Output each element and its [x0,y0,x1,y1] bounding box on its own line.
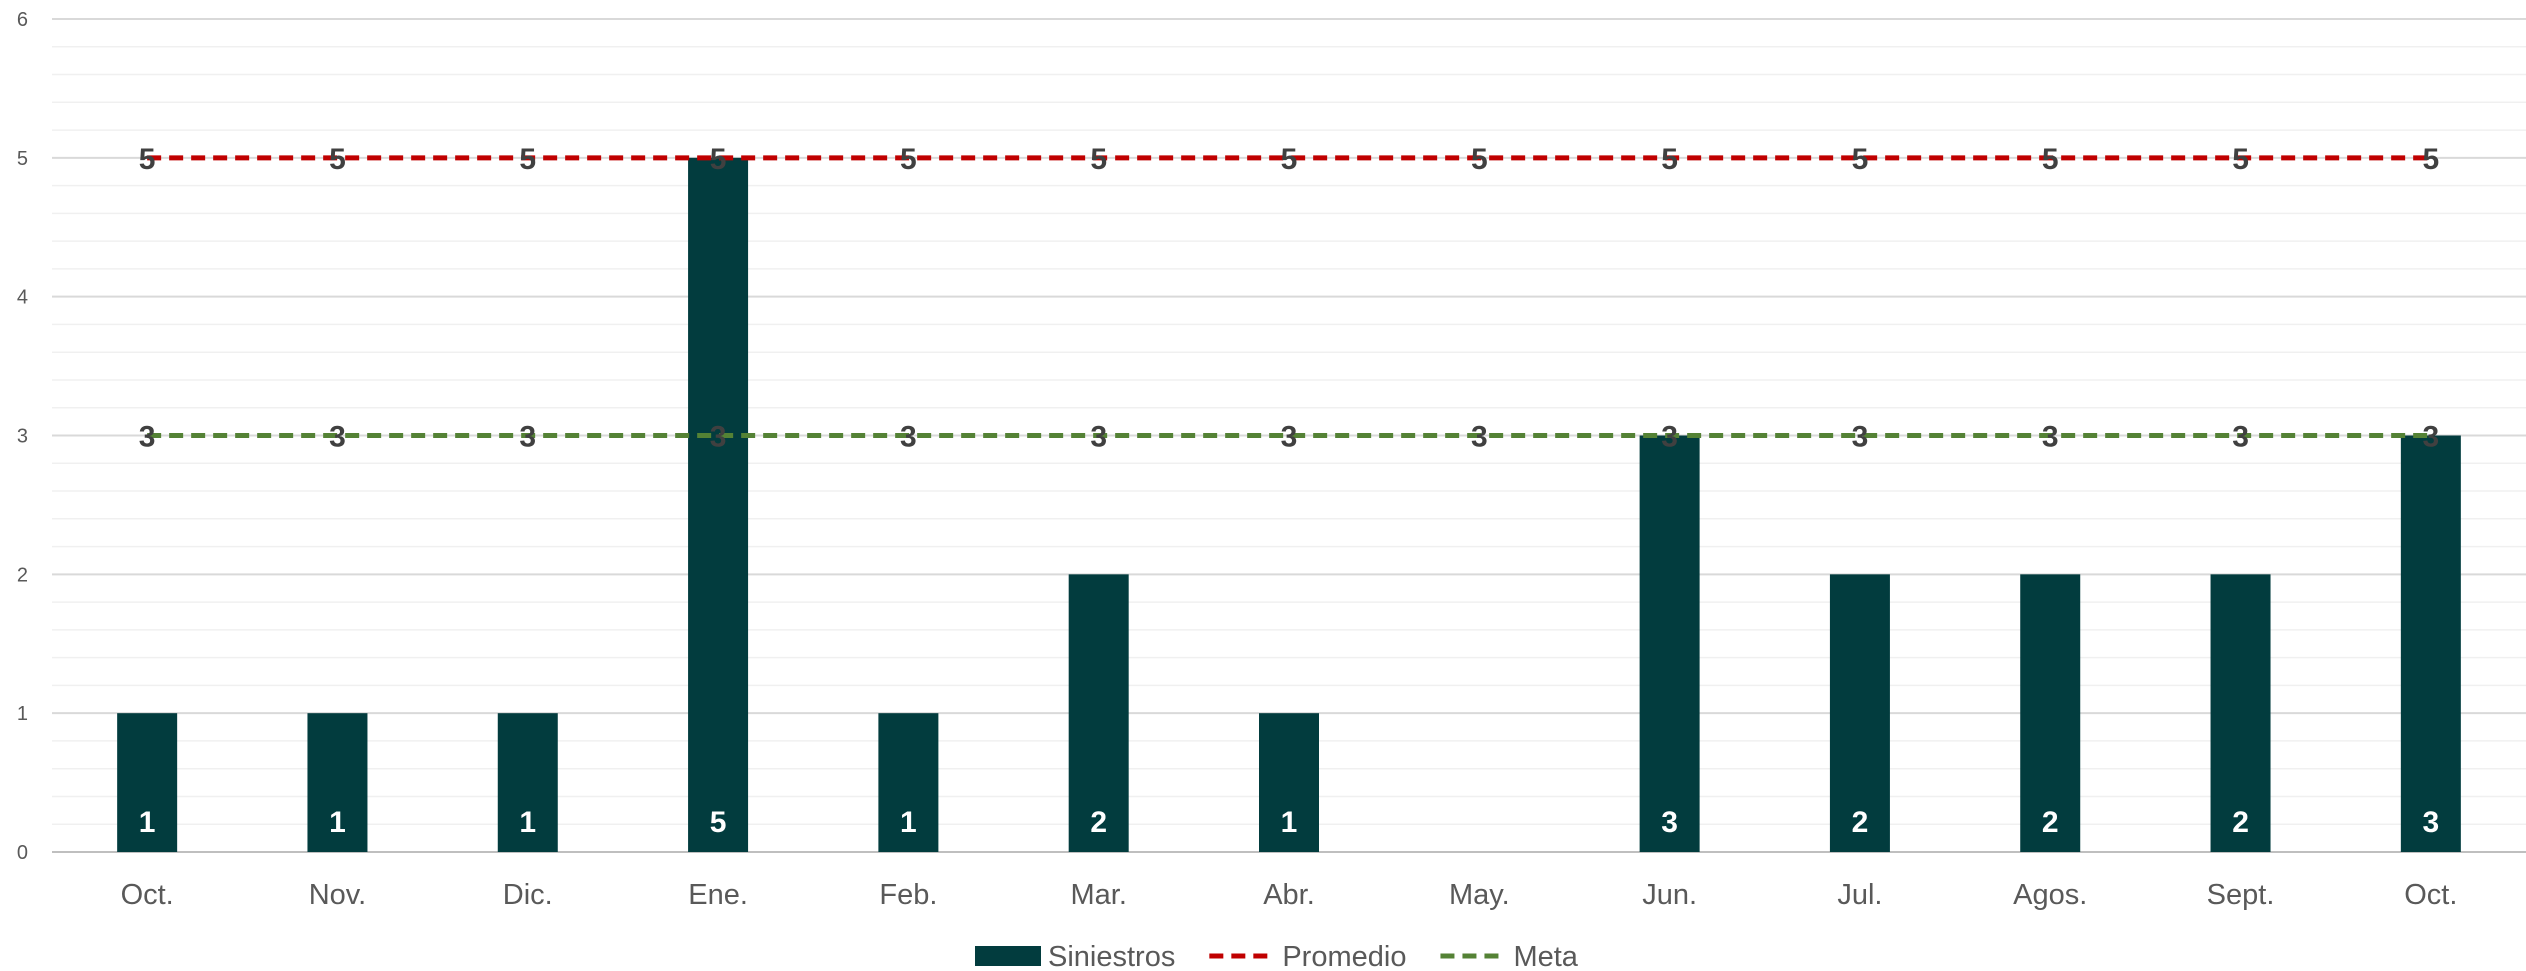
bar [1259,713,1319,852]
y-axis: 0 1 2 3 4 5 6 [17,9,28,864]
line-data-label: 3 [2232,421,2249,454]
line-data-label: 3 [710,421,727,454]
legend-label-meta: Meta [1513,941,1578,971]
bar [1639,435,1700,852]
bar-data-label: 2 [1090,806,1107,839]
bar [2020,574,2081,852]
y-tick-label: 0 [17,842,28,864]
bar-data-label: 1 [139,806,156,839]
x-tick-label: Nov. [309,879,366,911]
line-data-label: 5 [1661,143,1678,176]
y-tick-label: 4 [17,287,28,309]
bar-data-label: 1 [329,806,346,839]
y-tick-label: 3 [17,426,28,448]
bar [688,157,749,853]
legend-label-promedio: Promedio [1282,941,1406,971]
line-data-label: 3 [2042,421,2059,454]
x-tick-label: Mar. [1070,879,1126,911]
line-data-label: 3 [1661,421,1678,454]
bar-data-label: 5 [710,806,727,839]
line-data-label: 5 [900,143,917,176]
line-data-label: 5 [1471,143,1488,176]
bar [1829,574,1890,852]
line-data-label: 3 [329,421,346,454]
x-tick-label: Abr. [1263,879,1315,911]
bar-data-labels: 1 1 1 5 1 2 1 3 2 2 2 3 [139,806,2439,839]
bar [117,713,178,852]
bar [2210,574,2271,852]
line-data-label: 3 [1852,421,1869,454]
legend-label-siniestros: Siniestros [1048,941,1175,971]
line-data-label: 3 [900,421,917,454]
y-tick-label: 5 [17,148,28,170]
bar-data-label: 2 [2232,806,2249,839]
bar [307,713,368,852]
bar-data-label: 2 [2042,806,2059,839]
x-tick-label: Dic. [503,879,553,911]
x-tick-label: May. [1449,879,1510,911]
line-data-label: 5 [2423,143,2440,176]
x-tick-label: Jul. [1837,879,1882,911]
x-tick-label: Jun. [1642,879,1697,911]
bar [2400,435,2461,852]
line-data-label: 5 [2042,143,2059,176]
line-data-label: 3 [2423,421,2440,454]
y-tick-label: 1 [17,703,28,725]
bar-data-label: 1 [900,806,917,839]
x-tick-label: Oct. [2404,879,2457,911]
line-data-label: 5 [329,143,346,176]
x-axis: Oct. Nov. Dic. Ene. Feb. Mar. Abr. May. Jun. Jul.… [121,879,2458,911]
line-data-label: 5 [2232,143,2249,176]
line-data-label: 3 [1281,421,1298,454]
line-data-label: 5 [139,143,156,176]
bar [497,713,558,852]
line-data-label: 3 [1090,421,1107,454]
x-tick-label: Oct. [121,879,174,911]
bar-data-label: 3 [1661,806,1678,839]
legend-swatch-siniestros [975,946,1041,966]
bar-data-label: 3 [2423,806,2440,839]
bar [878,713,939,852]
line-data-label: 5 [710,143,727,176]
x-tick-label: Sept. [2207,879,2275,911]
x-tick-label: Agos. [2013,879,2087,911]
line-data-label: 5 [1090,143,1107,176]
y-tick-label: 6 [17,9,28,31]
legend: Siniestros Promedio Meta [975,941,1579,971]
line-data-label: 5 [1281,143,1298,176]
line-data-label: 3 [139,421,156,454]
x-tick-label: Feb. [879,879,937,911]
bar [1068,574,1129,852]
x-tick-label: Ene. [688,879,748,911]
line-data-label: 5 [1852,143,1869,176]
y-tick-label: 2 [17,564,28,586]
line-series: 5 5 5 5 5 5 5 5 5 5 5 5 5 3 3 3 3 3 3 3 3 3 3 3 3 3 [139,143,2439,454]
bar-series [117,157,2461,853]
bar-data-label: 1 [519,806,536,839]
line-data-label: 3 [519,421,536,454]
line-data-label: 3 [1471,421,1488,454]
bar-data-label: 2 [1852,806,1869,839]
line-data-label: 5 [519,143,536,176]
bar-data-label: 1 [1281,806,1298,839]
